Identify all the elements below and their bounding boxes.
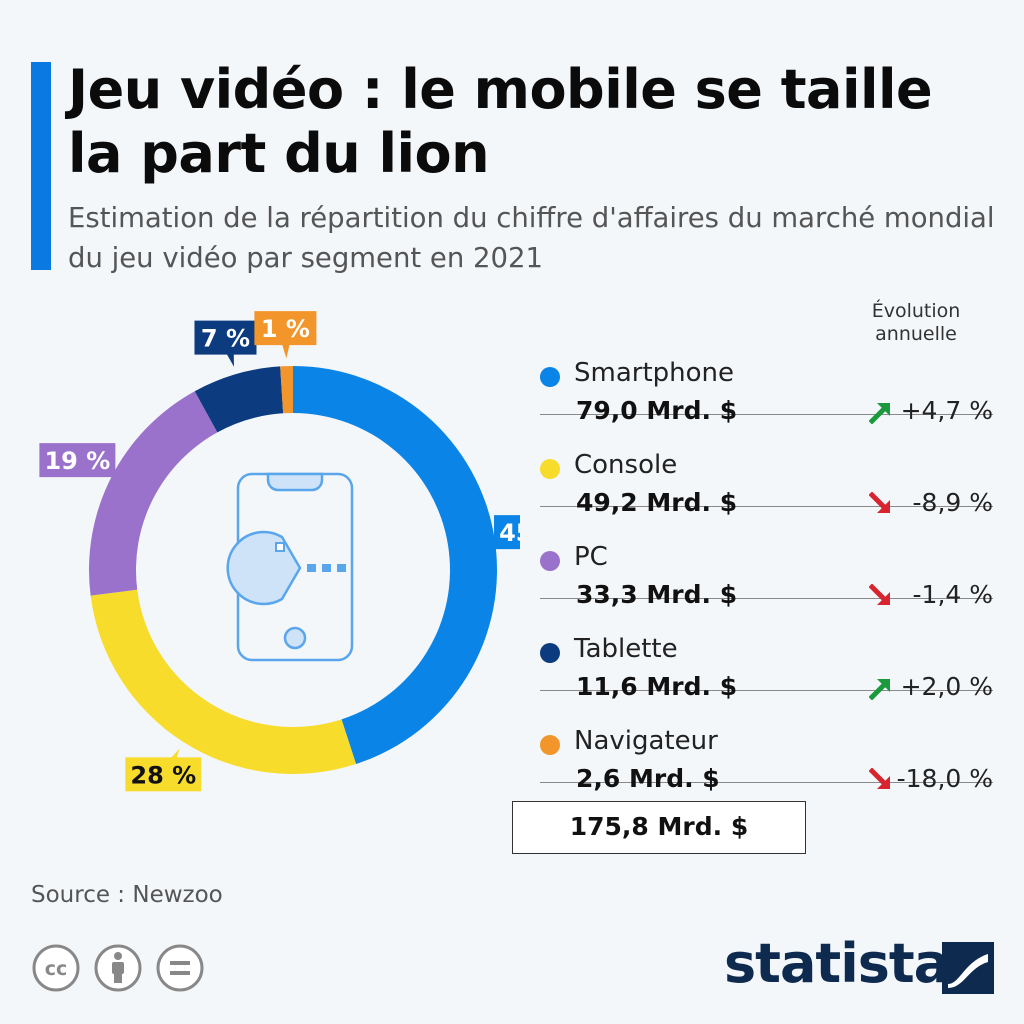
segment-annual-change: -1,4 %: [912, 580, 993, 609]
arrow-down-right-icon: [869, 492, 890, 513]
license-icons: cc: [31, 943, 211, 993]
pct-label-smartphone: 45 %: [499, 519, 520, 547]
annual-change-header: Évolution annuelle: [871, 300, 961, 345]
legend-dot: [540, 735, 560, 755]
segment-revenue: 33,3 Mrd. $: [576, 580, 738, 609]
donut-chart: 45 % 28 % 19 % 7 % 1 %: [39, 311, 520, 792]
slice-smartphone: [293, 366, 497, 765]
legend: Évolution annuelle Smartphone 79,0 Mrd. $…: [540, 300, 1000, 820]
legend-row-navigateur: Navigateur 2,6 Mrd. $ -18,0 %: [540, 690, 993, 793]
segment-name: Tablette: [574, 634, 678, 664]
segment-name: Console: [574, 450, 678, 480]
segment-revenue: 2,6 Mrd. $: [576, 764, 720, 793]
label-smartphone: 45 %: [494, 515, 520, 550]
legend-row-smartphone: Smartphone 79,0 Mrd. $ +4,7 %: [540, 322, 993, 425]
slice-tablette: [194, 366, 284, 433]
label-tablette: 7 %: [194, 320, 257, 367]
slice-pc: [89, 391, 218, 596]
pct-label-tablette: 7 %: [201, 325, 250, 353]
label-navigateur: 1 %: [254, 311, 317, 359]
legend-dot: [540, 367, 560, 387]
legend-row-console: Console 49,2 Mrd. $ -8,9 %: [540, 414, 993, 517]
segment-annual-change: +4,7 %: [900, 396, 993, 425]
chart-subtitle: Estimation de la répartition du chiffre …: [68, 202, 995, 274]
total-revenue-box: 175,8 Mrd. $: [512, 801, 806, 854]
legend-dot: [540, 643, 560, 663]
slice-console: [90, 589, 357, 774]
segment-name: Smartphone: [574, 358, 735, 388]
legend-dot: [540, 551, 560, 571]
brand-name: statista: [724, 932, 950, 995]
pct-label-pc: 19 %: [44, 447, 110, 475]
segment-revenue: 49,2 Mrd. $: [576, 488, 738, 517]
pct-label-console: 28 %: [130, 761, 196, 789]
cc-icon: cc: [32, 944, 80, 992]
legend-row-pc: PC 33,3 Mrd. $ -1,4 %: [540, 506, 993, 609]
slice-navigateur: [280, 366, 293, 414]
attribution-icon: [94, 944, 142, 992]
legend-row-tablette: Tablette 11,6 Mrd. $ +2,0 %: [540, 598, 993, 701]
svg-text:cc: cc: [45, 958, 68, 980]
segment-name: PC: [574, 542, 608, 572]
arrow-down-right-icon: [869, 768, 890, 789]
segment-revenue: 11,6 Mrd. $: [576, 672, 738, 701]
segment-annual-change: +2,0 %: [900, 672, 993, 701]
smartphone-pacman-icon: [226, 472, 354, 662]
chart-title: Jeu vidéo : le mobile se taille la part …: [68, 58, 933, 185]
label-pc: 19 %: [39, 443, 116, 478]
arrow-down-right-icon: [869, 584, 890, 605]
no-derivatives-icon: [156, 944, 204, 992]
label-console: 28 %: [125, 748, 202, 792]
pct-label-navigateur: 1 %: [261, 315, 310, 343]
segment-annual-change: -8,9 %: [912, 488, 993, 517]
statista-mark-icon: [942, 942, 994, 994]
source-note: Source : Newzoo: [31, 882, 223, 908]
statista-logo: statista: [724, 930, 994, 1000]
title-accent-bar: [31, 62, 51, 270]
arrow-up-right-icon: [869, 679, 890, 700]
segment-annual-change: -18,0 %: [896, 764, 993, 793]
segment-revenue: 79,0 Mrd. $: [576, 396, 738, 425]
arrow-up-right-icon: [869, 403, 890, 424]
segment-name: Navigateur: [574, 726, 718, 756]
legend-dot: [540, 459, 560, 479]
